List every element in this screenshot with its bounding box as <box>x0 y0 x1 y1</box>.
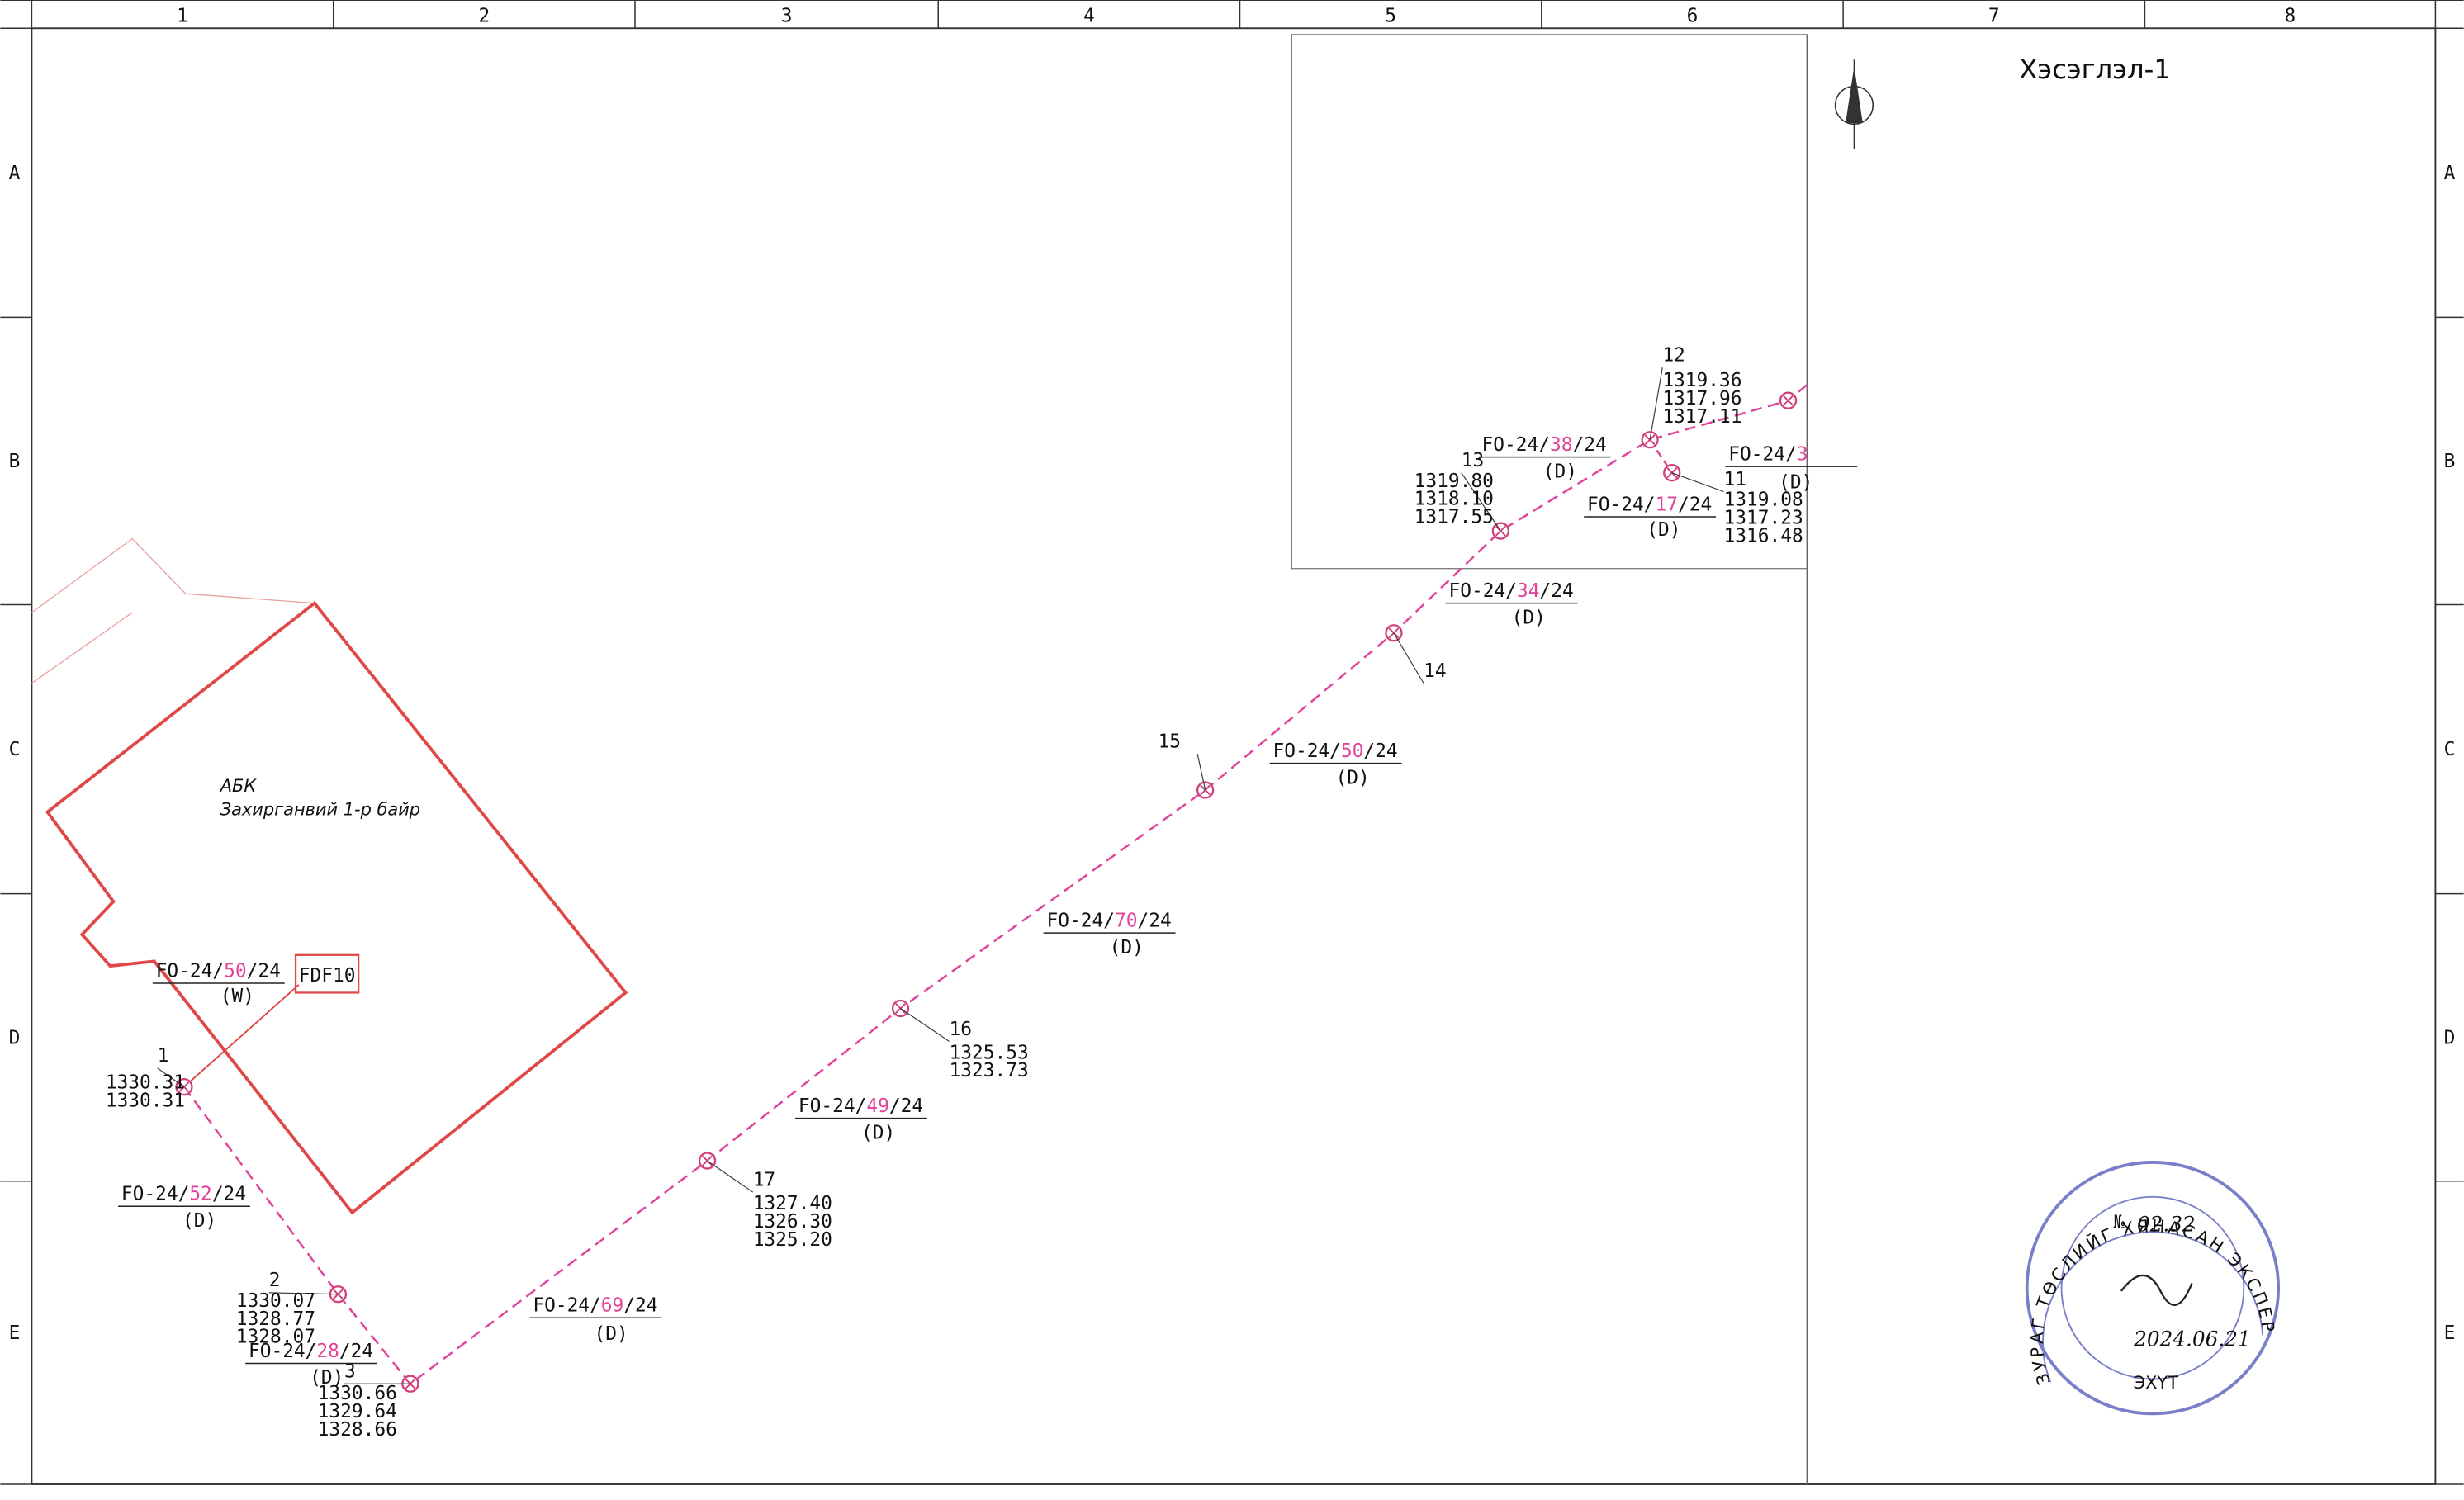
point-label: 12 <box>1662 345 1685 367</box>
segment-number: 34 <box>1517 580 1540 602</box>
segment-number: 38 <box>1550 434 1573 456</box>
segment-type: (D) <box>1543 461 1577 482</box>
segment-suffix: /24 <box>1363 741 1397 762</box>
segment-suffix: /24 <box>1678 494 1712 515</box>
point-label: 13 <box>1462 450 1485 471</box>
sheet-background <box>0 0 2463 1500</box>
segment-number: 70 <box>1115 911 1138 932</box>
segment-label: FO-24/38/24 <box>1482 434 1607 456</box>
segment-prefix: FO-24/ <box>1449 580 1517 602</box>
column-label: 1 <box>177 6 188 27</box>
segment-label: FO-24/52/24 <box>121 1184 246 1205</box>
elevation: 1328.66 <box>318 1419 397 1441</box>
segment-prefix: FO-24/ <box>1728 443 1796 465</box>
segment-prefix: FO-24/ <box>156 960 224 982</box>
segment-type: (D) <box>861 1122 895 1143</box>
segment-number: 50 <box>224 960 247 982</box>
point-label: 2 <box>269 1270 281 1291</box>
segment-label: FO-24/50/24 <box>1272 741 1397 762</box>
point-label: 3 <box>344 1361 356 1383</box>
stamp-number-label: № <box>2113 1212 2125 1233</box>
segment-suffix: /24 <box>339 1341 373 1362</box>
row-label: B <box>2444 451 2456 472</box>
point-label: 16 <box>950 1019 973 1040</box>
segment-label: FO-24/49/24 <box>798 1095 923 1117</box>
column-label: 7 <box>1988 6 2000 27</box>
point-label: 17 <box>753 1169 775 1190</box>
row-label: C <box>9 739 21 760</box>
segment-type: (D) <box>595 1323 628 1345</box>
segment-prefix: FO-24/ <box>1272 741 1340 762</box>
column-label: 5 <box>1385 6 1396 27</box>
row-label: E <box>2444 1323 2456 1344</box>
point-label: 15 <box>1159 731 1182 753</box>
column-label: 2 <box>478 6 490 27</box>
segment-prefix: FO-24/ <box>1046 911 1114 932</box>
segment-suffix: /24 <box>1540 580 1574 602</box>
segment-prefix: FO-24/ <box>249 1341 316 1362</box>
segment-suffix: /24 <box>247 960 281 982</box>
building-label: АБК <box>219 776 258 796</box>
segment-number: 50 <box>1341 741 1364 762</box>
segment-prefix: FO-24/ <box>533 1295 600 1317</box>
segment-label: FO-24/50/24 <box>156 960 281 982</box>
segment-number: 28 <box>316 1341 339 1362</box>
row-label: D <box>2444 1027 2456 1048</box>
segment-prefix: FO-24/ <box>1587 494 1655 515</box>
segment-number: 49 <box>866 1095 889 1117</box>
elevation: 1316.48 <box>1724 525 1803 547</box>
segment-label: FO-24/17/24 <box>1587 494 1712 515</box>
segment-type: (D) <box>182 1210 216 1232</box>
segment-suffix: /24 <box>1137 911 1171 932</box>
segment-suffix: /24 <box>212 1184 246 1205</box>
segment-type: (D) <box>310 1367 344 1389</box>
segment-type: (D) <box>1110 937 1144 958</box>
segment-number: 17 <box>1655 494 1677 515</box>
segment-number: 69 <box>601 1295 624 1317</box>
row-label: C <box>2444 739 2456 760</box>
segment-suffix: /24 <box>889 1095 923 1117</box>
column-label: 8 <box>2285 6 2296 27</box>
drawing-sheet: 12345678AABBCCDDEEХэсэглэл-1АБКЗахирганв… <box>0 0 2464 1500</box>
segment-suffix: /24 <box>1572 434 1606 456</box>
segment-suffix: /24 <box>623 1295 657 1317</box>
column-label: 3 <box>781 6 793 27</box>
row-label: D <box>9 1027 21 1048</box>
row-label: B <box>9 451 21 472</box>
segment-label: FO-24/69/24 <box>533 1295 657 1317</box>
row-label: A <box>2444 163 2456 184</box>
stamp-footer: ЭХҮТ <box>2134 1373 2179 1393</box>
segment-type: (D) <box>1779 472 1812 494</box>
segment-label: FO-24/34/24 <box>1449 580 1574 602</box>
point-label: 14 <box>1424 660 1447 682</box>
sheet-title: Хэсэглэл-1 <box>2019 54 2171 85</box>
column-label: 4 <box>1083 6 1095 27</box>
segment-type: (W) <box>220 986 254 1007</box>
segment-type: (D) <box>1336 767 1370 788</box>
segment-prefix: FO-24/ <box>1482 434 1550 456</box>
elevation: 1325.20 <box>753 1229 832 1251</box>
segment-label: FO-24/70/24 <box>1046 911 1171 932</box>
stamp-date: 2024.06.21 <box>2133 1327 2251 1351</box>
segment-number: 52 <box>189 1184 212 1205</box>
segment-label: FO-24/28/24 <box>249 1341 373 1362</box>
elevation: 1330.31 <box>106 1090 185 1111</box>
building-label: Захирганвий 1-р байр <box>220 799 420 819</box>
elevation: 1317.55 <box>1414 507 1494 528</box>
row-label: E <box>9 1323 21 1344</box>
point-label: 11 <box>1724 469 1747 490</box>
segment-type: (D) <box>1512 607 1546 628</box>
segment-type: (D) <box>1647 519 1680 541</box>
segment-label: FO-24/3 <box>1728 443 1808 465</box>
stamp-number: 02.32 <box>2137 1213 2196 1237</box>
elevation: 1317.11 <box>1662 406 1741 428</box>
tag-label: FDF10 <box>299 965 356 987</box>
elevation: 1323.73 <box>950 1060 1029 1081</box>
point-label: 1 <box>158 1045 169 1067</box>
segment-prefix: FO-24/ <box>121 1184 189 1205</box>
row-label: A <box>9 163 21 184</box>
segment-prefix: FO-24/ <box>798 1095 866 1117</box>
column-label: 6 <box>1687 6 1699 27</box>
segment-number: 3 <box>1797 443 1808 465</box>
